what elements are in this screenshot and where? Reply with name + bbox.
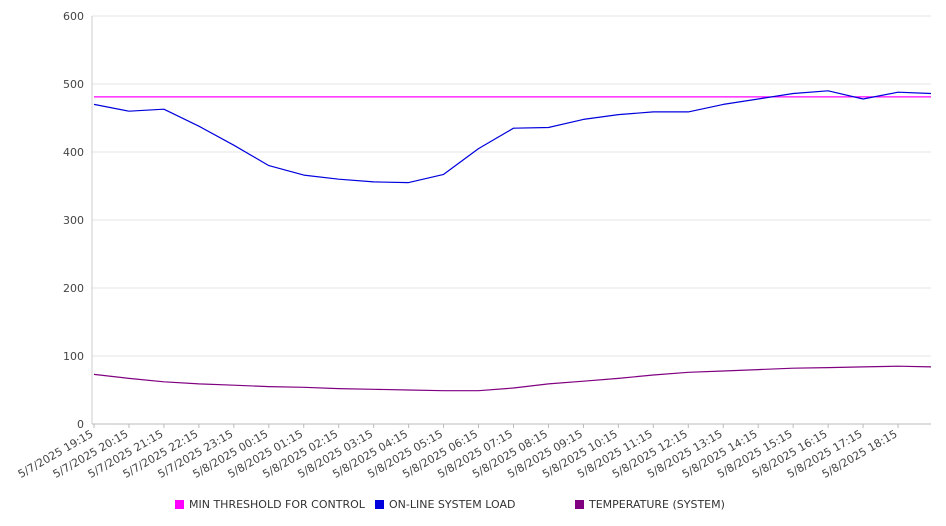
legend-swatch bbox=[175, 500, 184, 509]
gridlines bbox=[92, 15, 931, 425]
series-line-temperature bbox=[93, 365, 932, 392]
y-tick-label: 500 bbox=[63, 78, 84, 91]
y-tick-label: 400 bbox=[63, 146, 84, 159]
y-tick-label: 600 bbox=[63, 10, 84, 23]
y-tick-label: 100 bbox=[63, 350, 84, 363]
y-tick-label: 0 bbox=[77, 418, 84, 431]
series-lines bbox=[93, 90, 932, 392]
legend-swatch bbox=[575, 500, 584, 509]
y-axis: 0 100 200 300 400 500 600 bbox=[63, 10, 93, 431]
legend-swatch bbox=[375, 500, 384, 509]
y-tick-label: 200 bbox=[63, 282, 84, 295]
y-tick-label: 300 bbox=[63, 214, 84, 227]
series-line-online-system-load bbox=[93, 90, 932, 184]
legend-item-min-threshold: MIN THRESHOLD FOR CONTROL bbox=[175, 498, 365, 511]
legend-label: MIN THRESHOLD FOR CONTROL bbox=[189, 498, 365, 511]
legend-item-online-load: ON-LINE SYSTEM LOAD bbox=[375, 498, 515, 511]
legend-item-temperature: TEMPERATURE (SYSTEM) bbox=[575, 498, 725, 511]
legend-label: ON-LINE SYSTEM LOAD bbox=[389, 498, 516, 511]
x-axis: 5/7/2025 19:155/7/2025 20:155/7/2025 21:… bbox=[16, 423, 931, 481]
legend-label: TEMPERATURE (SYSTEM) bbox=[589, 498, 725, 511]
legend: MIN THRESHOLD FOR CONTROL ON-LINE SYSTEM… bbox=[0, 498, 946, 514]
